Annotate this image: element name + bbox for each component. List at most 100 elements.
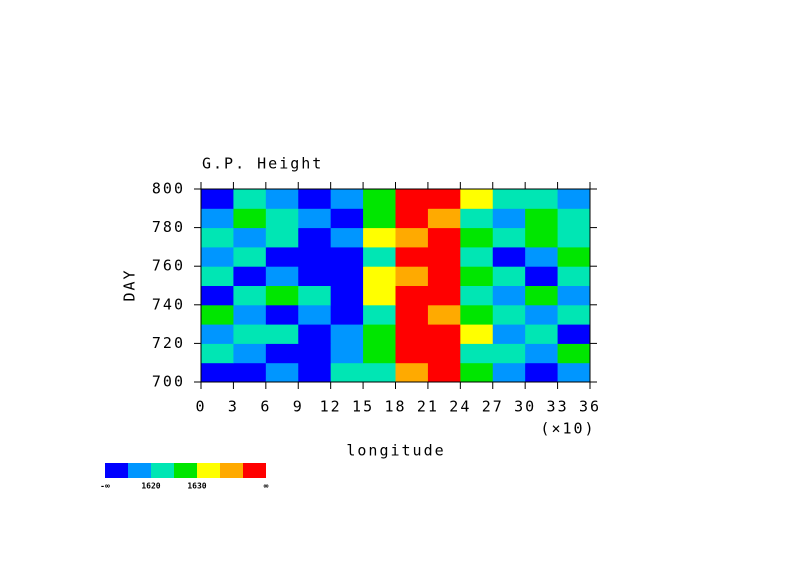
heat-cell bbox=[330, 246, 364, 267]
colorbar-box bbox=[220, 463, 243, 478]
heat-cell bbox=[201, 285, 234, 306]
y-tick-label: 780 bbox=[152, 218, 185, 236]
heat-cell bbox=[525, 304, 559, 325]
heat-cell bbox=[233, 227, 267, 248]
heat-cell bbox=[363, 246, 396, 267]
colorbar-box bbox=[151, 463, 174, 478]
heat-cell bbox=[525, 324, 559, 344]
colorbar-box bbox=[197, 463, 220, 478]
x-multiplier: (×10) bbox=[540, 420, 595, 438]
heat-cell bbox=[557, 324, 591, 344]
heat-cell bbox=[427, 227, 461, 248]
heat-cell bbox=[525, 343, 559, 364]
heat-cell bbox=[298, 208, 332, 229]
heat-cell bbox=[265, 246, 299, 267]
heat-cell bbox=[557, 208, 591, 229]
heat-cell bbox=[492, 246, 526, 267]
y-axis-label: DAY bbox=[121, 268, 139, 301]
heat-cell bbox=[265, 324, 299, 344]
heat-cell bbox=[427, 304, 461, 325]
heat-cell bbox=[201, 189, 234, 209]
x-tick-label: 33 bbox=[547, 398, 569, 416]
y-tick-label: 760 bbox=[152, 257, 185, 275]
heat-cell bbox=[525, 362, 559, 383]
heat-cell bbox=[265, 285, 299, 306]
heat-cell bbox=[330, 324, 364, 344]
heat-cell bbox=[233, 343, 267, 364]
x-tick-label: 18 bbox=[384, 398, 406, 416]
heat-cell bbox=[427, 285, 461, 306]
heat-cell bbox=[427, 246, 461, 267]
heat-cell bbox=[460, 304, 494, 325]
heat-cell bbox=[265, 266, 299, 286]
heat-cell bbox=[525, 227, 559, 248]
heat-cell bbox=[492, 208, 526, 229]
heat-cell bbox=[201, 343, 234, 364]
heat-cell bbox=[298, 343, 332, 364]
x-tick-label: 6 bbox=[260, 398, 271, 416]
heat-cell bbox=[330, 343, 364, 364]
heat-cell bbox=[492, 343, 526, 364]
heat-cell bbox=[492, 227, 526, 248]
colorbar-label: ∞ bbox=[264, 482, 269, 491]
heat-cell bbox=[201, 324, 234, 344]
heat-cell bbox=[265, 304, 299, 325]
heat-cell bbox=[363, 227, 396, 248]
heat-cell bbox=[557, 189, 591, 209]
heat-cell bbox=[298, 285, 332, 306]
colorbar-box bbox=[174, 463, 197, 478]
y-tick-label: 720 bbox=[152, 334, 185, 352]
heat-cell bbox=[427, 362, 461, 383]
heat-cell bbox=[460, 246, 494, 267]
chart-title: G.P. Height bbox=[202, 155, 323, 173]
heat-cell bbox=[557, 266, 591, 286]
heat-cell bbox=[233, 208, 267, 229]
heat-cell bbox=[201, 246, 234, 267]
heat-cell bbox=[298, 304, 332, 325]
colorbar-label: 1620 bbox=[141, 482, 160, 491]
heat-cell bbox=[525, 189, 559, 209]
heat-cell bbox=[330, 266, 364, 286]
x-tick-label: 12 bbox=[320, 398, 342, 416]
heat-cell bbox=[460, 343, 494, 364]
heat-cell bbox=[363, 362, 396, 383]
heat-cell bbox=[233, 324, 267, 344]
heat-cell bbox=[492, 189, 526, 209]
x-tick-label: 27 bbox=[482, 398, 504, 416]
heat-cell bbox=[233, 362, 267, 383]
y-tick-label: 700 bbox=[152, 373, 185, 391]
heat-cell bbox=[427, 189, 461, 209]
x-tick-label: 24 bbox=[449, 398, 471, 416]
heat-cell bbox=[363, 208, 396, 229]
x-axis-label: longitude bbox=[346, 442, 445, 460]
heat-cell bbox=[460, 266, 494, 286]
heat-cell bbox=[395, 208, 429, 229]
heat-cell bbox=[265, 362, 299, 383]
heat-cell bbox=[395, 285, 429, 306]
x-tick-label: 15 bbox=[352, 398, 374, 416]
colorbar-label: -∞ bbox=[100, 482, 110, 491]
heat-cell bbox=[363, 266, 396, 286]
heat-cell bbox=[363, 324, 396, 344]
heat-cell bbox=[492, 266, 526, 286]
heat-cell bbox=[363, 304, 396, 325]
heat-cell bbox=[233, 189, 267, 209]
heat-cell bbox=[395, 227, 429, 248]
heat-cell bbox=[460, 362, 494, 383]
heat-cell bbox=[557, 362, 591, 383]
heat-cell bbox=[330, 227, 364, 248]
heat-cell bbox=[298, 227, 332, 248]
heat-cell bbox=[525, 266, 559, 286]
colorbar-box bbox=[105, 463, 128, 478]
x-tick-label: 30 bbox=[514, 398, 536, 416]
heat-cell bbox=[427, 324, 461, 344]
heat-cell bbox=[395, 324, 429, 344]
heat-cell bbox=[460, 189, 494, 209]
x-tick-label: 0 bbox=[195, 398, 206, 416]
colorbar-box bbox=[243, 463, 266, 478]
heat-cell bbox=[525, 208, 559, 229]
heat-cell bbox=[201, 304, 234, 325]
heat-cell bbox=[330, 304, 364, 325]
heat-cell bbox=[201, 266, 234, 286]
